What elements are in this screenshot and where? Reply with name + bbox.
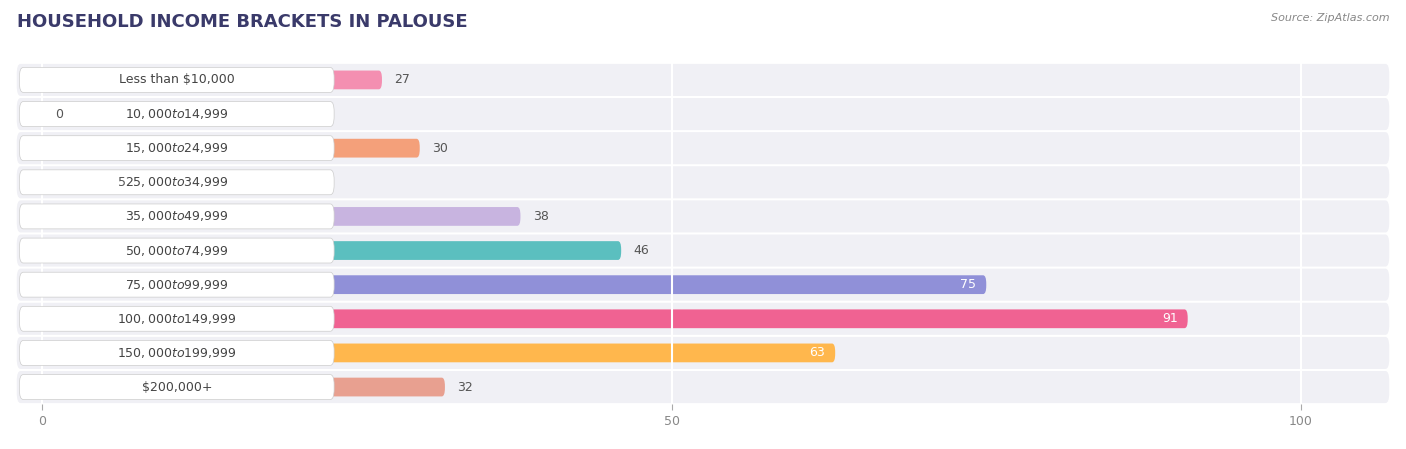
FancyBboxPatch shape [17, 98, 1389, 130]
Text: 75: 75 [960, 278, 976, 291]
FancyBboxPatch shape [20, 374, 335, 400]
FancyBboxPatch shape [42, 343, 835, 362]
FancyBboxPatch shape [20, 204, 335, 229]
FancyBboxPatch shape [17, 200, 1389, 233]
Text: 63: 63 [810, 347, 825, 359]
FancyBboxPatch shape [20, 238, 335, 263]
Text: 46: 46 [634, 244, 650, 257]
FancyBboxPatch shape [17, 371, 1389, 403]
FancyBboxPatch shape [42, 207, 520, 226]
FancyBboxPatch shape [20, 101, 335, 127]
Text: $15,000 to $24,999: $15,000 to $24,999 [125, 141, 229, 155]
FancyBboxPatch shape [42, 70, 382, 89]
FancyBboxPatch shape [42, 275, 986, 294]
Text: $150,000 to $199,999: $150,000 to $199,999 [117, 346, 236, 360]
FancyBboxPatch shape [42, 378, 444, 396]
FancyBboxPatch shape [17, 234, 1389, 267]
FancyBboxPatch shape [42, 241, 621, 260]
FancyBboxPatch shape [20, 170, 335, 195]
Text: 0: 0 [55, 108, 63, 120]
FancyBboxPatch shape [42, 173, 105, 192]
FancyBboxPatch shape [42, 309, 1188, 328]
FancyBboxPatch shape [17, 64, 1389, 96]
FancyBboxPatch shape [42, 139, 420, 158]
FancyBboxPatch shape [17, 303, 1389, 335]
Text: $50,000 to $74,999: $50,000 to $74,999 [125, 243, 229, 258]
FancyBboxPatch shape [20, 272, 335, 297]
Text: 27: 27 [395, 74, 411, 86]
Text: HOUSEHOLD INCOME BRACKETS IN PALOUSE: HOUSEHOLD INCOME BRACKETS IN PALOUSE [17, 13, 468, 31]
Text: 38: 38 [533, 210, 548, 223]
Text: $75,000 to $99,999: $75,000 to $99,999 [125, 277, 229, 292]
Text: 5: 5 [118, 176, 125, 189]
Text: $25,000 to $34,999: $25,000 to $34,999 [125, 175, 229, 189]
FancyBboxPatch shape [17, 337, 1389, 369]
FancyBboxPatch shape [17, 132, 1389, 164]
Text: Source: ZipAtlas.com: Source: ZipAtlas.com [1271, 13, 1389, 23]
Text: Less than $10,000: Less than $10,000 [120, 74, 235, 86]
Text: $100,000 to $149,999: $100,000 to $149,999 [117, 312, 236, 326]
FancyBboxPatch shape [20, 306, 335, 331]
Text: 30: 30 [432, 142, 449, 154]
FancyBboxPatch shape [20, 67, 335, 92]
FancyBboxPatch shape [17, 166, 1389, 198]
FancyBboxPatch shape [17, 269, 1389, 301]
Text: $35,000 to $49,999: $35,000 to $49,999 [125, 209, 229, 224]
Text: 91: 91 [1161, 313, 1178, 325]
Text: $10,000 to $14,999: $10,000 to $14,999 [125, 107, 229, 121]
FancyBboxPatch shape [20, 340, 335, 365]
Text: 32: 32 [457, 381, 474, 393]
FancyBboxPatch shape [20, 136, 335, 161]
Text: $200,000+: $200,000+ [142, 381, 212, 393]
